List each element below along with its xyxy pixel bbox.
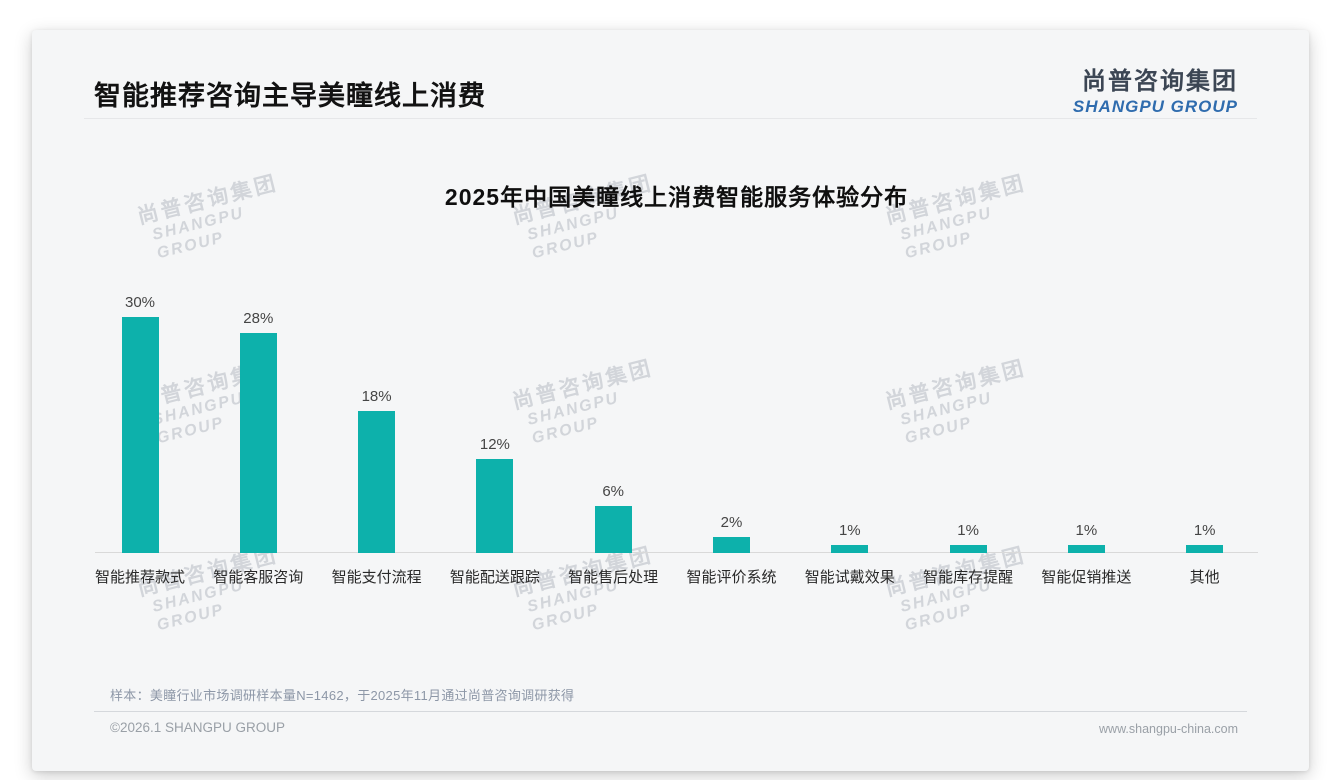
- bar-group: 12%: [436, 436, 554, 553]
- bar-group: 2%: [673, 514, 791, 553]
- category-label: 智能试戴效果: [804, 569, 895, 586]
- bar-value-label: 18%: [361, 388, 392, 406]
- bar-group: 1%: [909, 522, 1027, 553]
- bar: [713, 537, 750, 553]
- bar: [476, 458, 514, 553]
- bar: [239, 332, 277, 553]
- footer-divider: [94, 711, 1247, 712]
- bar-value-label: 30%: [124, 293, 156, 311]
- bar-group: 18%: [318, 388, 436, 553]
- x-axis-line: [95, 552, 1258, 553]
- category-label: 智能支付流程: [331, 569, 422, 586]
- bar-value-label: 12%: [479, 435, 510, 453]
- bar-group: 6%: [554, 483, 672, 553]
- logo-text-zh: 尚普咨询集团: [1082, 68, 1238, 95]
- bar: [949, 545, 987, 553]
- chart-title: 2025年中国美瞳线上消费智能服务体验分布: [444, 184, 909, 210]
- x-axis-labels: 智能推荐款式 智能客服咨询 智能支付流程 智能配送跟踪 智能售后处理 智能评价系统 智能试戴…: [95, 566, 1258, 590]
- bar-chart-plot: 30% 28% 18% 12% 6% 2% 1% 1% 1% 1%: [95, 30, 1258, 553]
- category-label: 智能售后处理: [568, 569, 659, 586]
- category-label: 智能评价系统: [686, 569, 777, 586]
- bar-value-label: 1%: [957, 522, 979, 540]
- sample-note: 样本：美瞳行业市场调研样本量N=1462，于2025年11月通过尚普咨询调研获得: [110, 688, 575, 703]
- category-label: 智能推荐款式: [94, 569, 185, 586]
- bar: [831, 545, 869, 553]
- bar-group: 30%: [81, 294, 199, 553]
- slide-card: 尚普咨询集团 SHANGPU GROUP 尚普咨询集团 SHANGPU GROUP 尚普…: [32, 30, 1309, 771]
- category-label: 智能配送跟踪: [449, 569, 540, 586]
- bar-value-label: 1%: [1193, 522, 1216, 540]
- bar-value-label: 6%: [602, 482, 625, 500]
- bar: [121, 316, 159, 553]
- bar-value-label: 1%: [838, 522, 861, 540]
- bar-group: 1%: [791, 522, 909, 553]
- header-divider: [84, 118, 1257, 119]
- logo-text-en: SHANGPU GROUP: [1072, 97, 1238, 116]
- website-text: www.shangpu-china.com: [1099, 722, 1238, 736]
- bar-value-label: 2%: [720, 514, 743, 532]
- bar: [594, 505, 632, 553]
- bar-group: 1%: [1027, 522, 1145, 553]
- page-title: 智能推荐咨询主导美瞳线上消费: [94, 81, 486, 111]
- category-label: 智能促销推送: [1041, 569, 1132, 586]
- bar-group: 1%: [1146, 522, 1264, 553]
- bar-group: 28%: [199, 310, 317, 553]
- bar: [1067, 545, 1105, 553]
- bar-value-label: 28%: [243, 309, 274, 327]
- category-label: 智能库存提醒: [923, 569, 1014, 586]
- copyright-text: ©2026.1 SHANGPU GROUP: [110, 720, 286, 735]
- company-logo: 尚普咨询集团 SHANGPU GROUP: [1073, 61, 1238, 117]
- bar: [1186, 545, 1224, 553]
- bar-value-label: 1%: [1075, 522, 1098, 540]
- category-label: 智能客服咨询: [213, 569, 304, 586]
- bar: [358, 411, 396, 553]
- category-label: 其他: [1189, 569, 1220, 586]
